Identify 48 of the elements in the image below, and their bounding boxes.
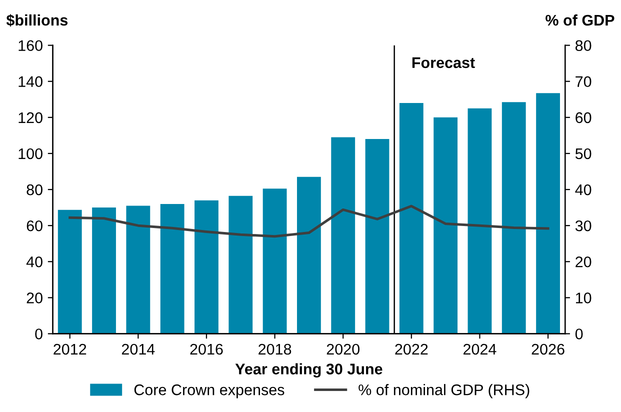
y-axis-title: $billions <box>6 14 68 27</box>
bar <box>365 139 390 334</box>
bar <box>468 108 492 334</box>
y-tick-label: 80 <box>26 184 42 196</box>
bar <box>126 206 150 334</box>
bar <box>160 204 184 334</box>
bar <box>58 210 82 334</box>
x-tick-label: 2024 <box>464 344 496 355</box>
x-axis-title: Year ending 30 June <box>235 363 382 378</box>
y-tick-label: 0 <box>35 328 42 340</box>
y2-tick-label: 20 <box>576 256 592 268</box>
y-tick-label: 100 <box>18 148 42 160</box>
y2-axis-title: % of GDP <box>546 14 614 26</box>
y-tick-label: 120 <box>18 112 42 124</box>
bar <box>434 117 458 334</box>
bar <box>194 200 218 334</box>
y-tick-label: 60 <box>26 220 42 232</box>
y-tick-label: 40 <box>26 256 42 268</box>
y2-tick-label: 50 <box>575 148 592 160</box>
legend-label: % of nominal GDP (RHS) <box>358 384 530 398</box>
x-tick-label: 2026 <box>532 344 564 355</box>
y2-tick-label: 70 <box>576 76 592 88</box>
x-tick-label: 2016 <box>190 344 223 355</box>
bar <box>536 93 560 334</box>
bar <box>331 137 356 334</box>
bar <box>399 103 424 334</box>
y-tick-label: 160 <box>18 40 42 52</box>
y-tick-label: 140 <box>18 76 42 88</box>
y2-tick-label: 60 <box>576 112 592 124</box>
bar <box>296 176 321 334</box>
line-series <box>68 204 550 238</box>
legend-label: Core Crown expenses <box>134 384 284 398</box>
x-tick-label: 2012 <box>54 344 86 355</box>
ref-line-label: Forecast <box>412 57 475 68</box>
y2-tick-label: 80 <box>575 40 592 52</box>
y2-tick-label: 10 <box>576 292 592 304</box>
bar <box>228 196 253 334</box>
y-tick-label: 20 <box>26 292 42 304</box>
bar <box>502 102 526 334</box>
bar <box>262 188 287 334</box>
y2-tick-label: 0 <box>575 328 583 340</box>
x-tick-label: 2020 <box>326 344 360 355</box>
x-tick-label: 2022 <box>395 344 428 355</box>
x-tick-label: 2018 <box>258 344 292 355</box>
y2-tick-label: 40 <box>575 184 592 196</box>
x-tick-label: 2014 <box>122 344 155 355</box>
bar <box>92 208 116 334</box>
y2-tick-label: 30 <box>575 220 592 232</box>
